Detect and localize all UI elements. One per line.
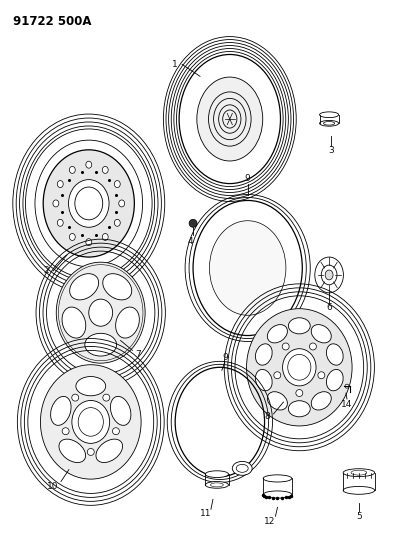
Circle shape [344, 384, 348, 388]
Text: 9: 9 [221, 353, 227, 362]
Circle shape [62, 427, 69, 435]
Ellipse shape [326, 369, 342, 391]
Ellipse shape [69, 166, 75, 173]
Ellipse shape [85, 333, 116, 356]
Ellipse shape [267, 392, 287, 410]
Ellipse shape [57, 181, 63, 188]
Ellipse shape [56, 262, 145, 363]
Circle shape [103, 394, 109, 401]
Text: 3: 3 [327, 146, 333, 155]
Circle shape [273, 372, 280, 379]
Ellipse shape [103, 273, 132, 300]
Ellipse shape [209, 221, 285, 315]
Ellipse shape [263, 491, 291, 498]
Ellipse shape [255, 344, 271, 365]
Ellipse shape [76, 376, 105, 396]
Text: 8: 8 [264, 413, 270, 422]
Text: 4: 4 [187, 237, 192, 246]
Text: 14: 14 [340, 400, 352, 408]
Ellipse shape [114, 219, 120, 227]
Ellipse shape [89, 299, 112, 326]
Text: 2: 2 [43, 266, 49, 276]
Ellipse shape [314, 257, 342, 293]
Text: 7: 7 [135, 350, 141, 359]
Ellipse shape [59, 439, 85, 463]
Ellipse shape [310, 325, 330, 343]
Circle shape [112, 427, 119, 435]
Ellipse shape [118, 200, 124, 207]
Ellipse shape [85, 239, 91, 246]
Ellipse shape [342, 487, 374, 494]
Ellipse shape [326, 344, 342, 365]
Circle shape [309, 343, 316, 350]
Ellipse shape [255, 369, 271, 391]
Text: 1: 1 [172, 60, 178, 69]
Ellipse shape [114, 181, 120, 188]
Text: 11: 11 [200, 509, 211, 518]
Ellipse shape [57, 219, 63, 227]
Ellipse shape [68, 180, 109, 227]
Circle shape [295, 390, 302, 397]
Text: 91722 500A: 91722 500A [13, 15, 91, 28]
Circle shape [188, 219, 196, 227]
Ellipse shape [69, 233, 75, 240]
Ellipse shape [51, 397, 71, 425]
Ellipse shape [115, 307, 139, 338]
Ellipse shape [319, 112, 338, 118]
Ellipse shape [310, 392, 330, 410]
Ellipse shape [205, 481, 228, 488]
Circle shape [72, 394, 79, 401]
Text: 12: 12 [263, 516, 275, 526]
Ellipse shape [288, 401, 310, 417]
Text: 5: 5 [355, 512, 361, 521]
Ellipse shape [196, 77, 262, 161]
Ellipse shape [319, 120, 338, 126]
Circle shape [282, 343, 288, 350]
Ellipse shape [263, 475, 291, 482]
Ellipse shape [232, 462, 251, 475]
Ellipse shape [43, 150, 134, 257]
Text: 10: 10 [47, 482, 59, 491]
Ellipse shape [205, 471, 228, 478]
Ellipse shape [110, 397, 131, 425]
Ellipse shape [267, 325, 287, 343]
Circle shape [317, 372, 324, 379]
Ellipse shape [282, 349, 315, 386]
Ellipse shape [72, 400, 109, 443]
Ellipse shape [324, 270, 332, 280]
Ellipse shape [85, 161, 91, 168]
Ellipse shape [102, 233, 108, 240]
Ellipse shape [41, 365, 141, 479]
Ellipse shape [342, 469, 374, 477]
Ellipse shape [69, 273, 98, 300]
Text: 6: 6 [326, 303, 331, 312]
Ellipse shape [288, 318, 310, 334]
Circle shape [87, 448, 94, 455]
Ellipse shape [96, 439, 122, 463]
Ellipse shape [53, 200, 59, 207]
Ellipse shape [75, 187, 102, 220]
Ellipse shape [102, 166, 108, 173]
Ellipse shape [246, 309, 351, 426]
Text: 9: 9 [244, 174, 250, 183]
Ellipse shape [62, 307, 85, 338]
